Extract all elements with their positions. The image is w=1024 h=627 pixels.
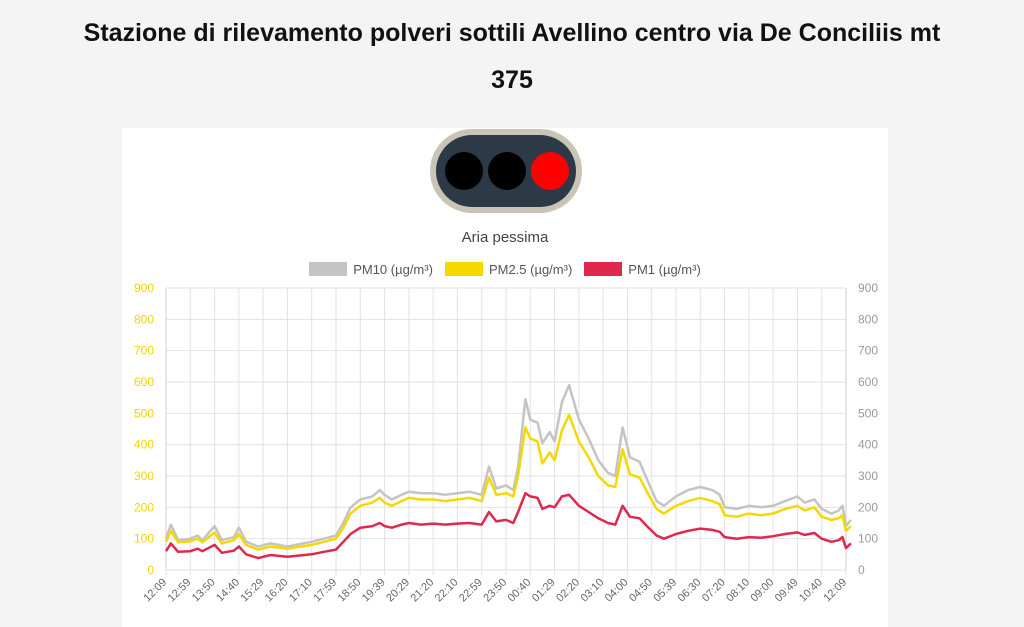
y-tick-label-left: 500	[134, 406, 154, 420]
green-lamp	[445, 152, 483, 190]
y-tick-label-right: 200	[858, 500, 878, 514]
legend-label-pm10: PM10 (µg/m³)	[353, 261, 433, 277]
traffic-light-housing	[436, 135, 576, 207]
legend-swatch-pm1	[584, 262, 623, 276]
y-tick-label-left: 0	[147, 563, 154, 577]
x-tick-label: 13:50	[190, 576, 218, 604]
x-tick-label: 12:59	[166, 576, 194, 604]
x-tick-label: 12:09	[141, 576, 169, 604]
page-title-line-1: Stazione di rilevamento polveri sottili …	[83, 19, 941, 47]
x-tick-label: 23:50	[481, 576, 509, 604]
y-tick-label-right: 700	[858, 344, 878, 358]
chart-legend: PM10 (µg/m³) PM2.5 (µg/m³) PM1 (µg/m³)	[122, 260, 888, 278]
y-tick-label-left: 100	[134, 532, 154, 546]
page-title: Stazione di rilevamento polveri sottili …	[0, 10, 1024, 104]
y-tick-label-left: 300	[134, 469, 154, 483]
y-tick-label-left: 400	[134, 438, 154, 452]
x-tick-label: 09:00	[748, 576, 776, 604]
x-tick-label: 12:09	[821, 576, 849, 604]
air-quality-status: Aria pessima	[461, 229, 549, 246]
x-tick-label: 17:59	[311, 576, 339, 604]
y-tick-label-right: 900	[858, 281, 878, 295]
x-tick-label: 10:40	[797, 576, 825, 604]
x-tick-label: 18:50	[336, 576, 364, 604]
y-tick-label-right: 0	[858, 563, 865, 577]
x-tick-label: 04:00	[603, 576, 631, 604]
legend-item-pm25[interactable]: PM2.5 (µg/m³)	[444, 261, 573, 277]
legend-item-pm1[interactable]: PM1 (µg/m³)	[584, 262, 701, 277]
x-tick-label: 09:49	[773, 576, 801, 604]
x-tick-label: 22:59	[457, 576, 485, 604]
chart-series	[164, 383, 852, 560]
x-tick-label: 19:39	[360, 576, 388, 604]
y-tick-label-right: 100	[858, 532, 878, 546]
yellow-lamp	[488, 152, 526, 190]
x-tick-label: 01:29	[530, 576, 558, 604]
x-tick-label: 08:10	[724, 576, 752, 604]
series-line-pm25	[164, 413, 852, 551]
legend-swatch-pm10	[309, 262, 348, 276]
y-tick-label-left: 900	[134, 281, 154, 295]
x-tick-label: 20:29	[384, 576, 412, 604]
y-tick-label-right: 800	[858, 312, 878, 326]
x-tick-label: 07:20	[700, 576, 728, 604]
x-tick-label: 16:20	[263, 576, 291, 604]
x-tick-label: 04:50	[627, 576, 655, 604]
traffic-light-icon	[430, 129, 582, 213]
chart-grid	[165, 287, 847, 575]
series-line-pm1	[164, 491, 852, 560]
y-tick-label-left: 600	[134, 375, 154, 389]
x-tick-label: 06:30	[676, 576, 704, 604]
y-tick-label-right: 500	[858, 406, 878, 420]
x-tick-label: 22:10	[433, 576, 461, 604]
x-tick-label: 05:39	[651, 576, 679, 604]
y-tick-label-right: 400	[858, 438, 878, 452]
legend-item-pm10[interactable]: PM10 (µg/m³)	[309, 262, 433, 277]
x-axis: 12:0912:5913:5014:4015:2916:2017:1017:59…	[141, 576, 849, 604]
x-tick-label: 15:29	[238, 576, 266, 604]
red-lamp	[531, 152, 569, 190]
y-tick-label-left: 200	[134, 500, 154, 514]
x-tick-label: 02:20	[554, 576, 582, 604]
y-tick-label-left: 700	[134, 344, 154, 358]
legend-label-pm1: PM1 (µg/m³)	[628, 261, 701, 277]
x-tick-label: 17:10	[287, 576, 315, 604]
legend-swatch-pm25	[444, 262, 483, 276]
x-tick-label: 03:10	[578, 576, 606, 604]
page-title-line-2: 375	[491, 66, 533, 94]
legend-label-pm25: PM2.5 (µg/m³)	[488, 261, 573, 277]
y-tick-label-left: 800	[134, 312, 154, 326]
y-tick-label-right: 600	[858, 375, 878, 389]
y-axis-left: 0 100 200 300 400 500 600 700 800 900	[134, 281, 154, 577]
x-tick-label: 21:20	[408, 576, 436, 604]
x-tick-label: 14:40	[214, 576, 242, 604]
series-line-pm10	[164, 383, 852, 548]
y-tick-label-right: 300	[858, 469, 878, 483]
x-tick-label: 00:40	[506, 576, 534, 604]
y-axis-right: 0 100 200 300 400 500 600 700 800 900	[858, 281, 878, 577]
